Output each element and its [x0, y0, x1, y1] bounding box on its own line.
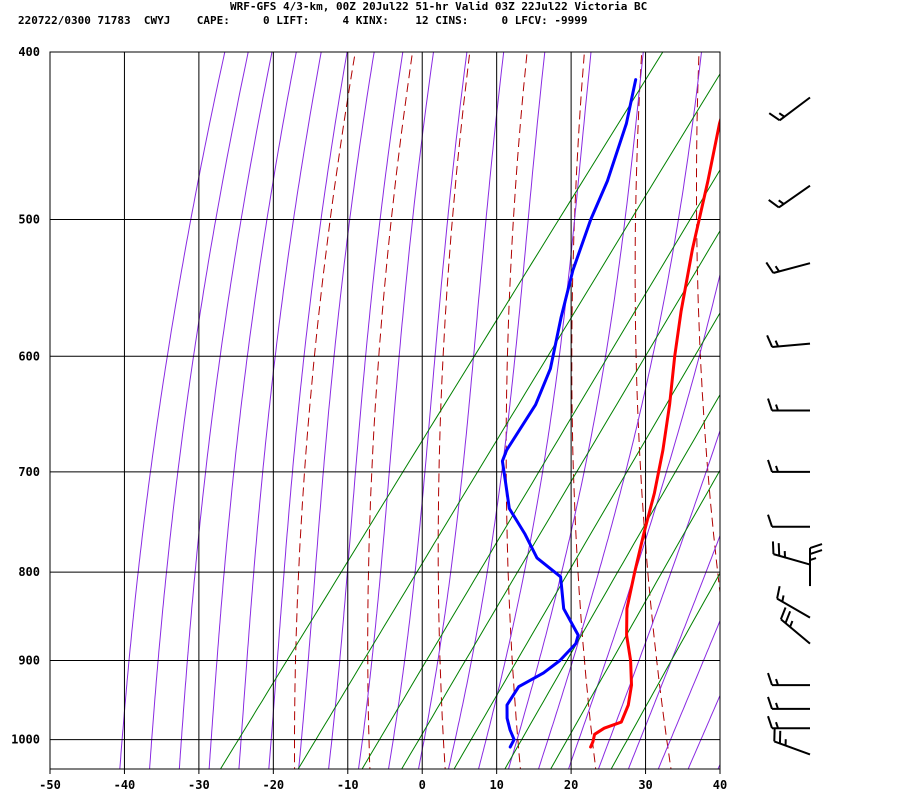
moist-adiabat-line [149, 52, 249, 769]
dry-adiabat-line [294, 52, 356, 769]
moist-adiabat-line [567, 272, 720, 769]
wind-barb [766, 334, 811, 348]
x-tick-label: -50 [39, 778, 61, 792]
dry-adiabat-line [634, 52, 672, 769]
mixing-ratio-line [401, 229, 720, 769]
y-tick-label: 600 [18, 349, 40, 363]
mixing-ratio-line [550, 469, 720, 769]
y-tick-label: 400 [18, 45, 40, 59]
x-tick-label: 0 [419, 778, 426, 792]
wind-barb [779, 607, 811, 645]
moist-adiabat-line [328, 52, 404, 769]
dry-adiabat-line [437, 52, 471, 769]
wind-barb [767, 715, 810, 730]
mixing-ratio-line [610, 572, 720, 769]
plot-border [49, 51, 721, 770]
moist-adiabat-line [657, 619, 720, 769]
moist-adiabat-line [687, 694, 720, 769]
mixing-ratio-line [219, 52, 664, 769]
y-tick-label: 1000 [11, 733, 40, 747]
moist-adiabat-line [178, 52, 273, 769]
x-tick-label: 20 [564, 778, 578, 792]
dewpoint-line [500, 78, 638, 749]
x-tick-label: -40 [114, 778, 136, 792]
x-tick-label: 40 [713, 778, 727, 792]
dry-adiabat-line [814, 33, 899, 776]
y-tick-label: 700 [18, 465, 40, 479]
wind-barb [809, 543, 823, 587]
moist-adiabat-line [597, 429, 720, 769]
dry-adiabat-line [571, 52, 597, 769]
y-tick-label: 500 [18, 212, 40, 226]
chart-title: WRF-GFS 4/3-km, 00Z 20Jul22 51-hr Valid … [230, 0, 648, 13]
wind-barb [767, 398, 810, 412]
x-tick-label: -10 [337, 778, 359, 792]
y-tick-label: 800 [18, 565, 40, 579]
dry-adiabat-line [367, 52, 414, 769]
sounding-profiles [500, 78, 720, 749]
wind-barb [767, 672, 810, 687]
mixing-ratio-line [361, 169, 720, 769]
wind-barb [765, 261, 811, 274]
moist-adiabat-line [717, 763, 720, 769]
wind-barbs [765, 96, 823, 756]
chart-subtitle: 220722/0300 71783 CWYJ CAPE: 0 LIFT: 4 K… [18, 14, 588, 27]
moist-adiabat-line [507, 52, 644, 769]
axis-tick-labels: -50 -40 -30 -20 -10 0 10 20 30 40 400 500 600 700 800 9… [11, 45, 727, 792]
y-tick-label: 900 [18, 654, 40, 668]
wind-barb [771, 541, 811, 566]
thermo-diagram-lines [119, 33, 900, 776]
mixing-ratio-line [453, 312, 720, 769]
wind-barb [776, 586, 811, 619]
moist-adiabat-line [627, 534, 720, 769]
wind-barb [768, 184, 811, 209]
x-tick-label: -20 [262, 778, 284, 792]
wind-barb [773, 728, 811, 756]
wind-barb [768, 96, 811, 122]
x-tick-label: 10 [489, 778, 503, 792]
moist-adiabat-line [268, 52, 348, 769]
grid-lines [50, 51, 720, 769]
x-tick-label: -30 [188, 778, 210, 792]
wind-barb [767, 514, 810, 528]
dry-adiabat-line [870, 33, 900, 776]
moist-adiabat-line [238, 52, 322, 769]
plot-frame [49, 51, 721, 770]
wind-barb [767, 696, 810, 710]
wind-barb [767, 459, 810, 473]
x-tick-label: 30 [638, 778, 652, 792]
moist-adiabat-line [119, 52, 226, 769]
dry-adiabat-line [756, 33, 823, 776]
mixing-ratio-line [504, 393, 720, 769]
dry-adiabat-line [696, 52, 720, 597]
